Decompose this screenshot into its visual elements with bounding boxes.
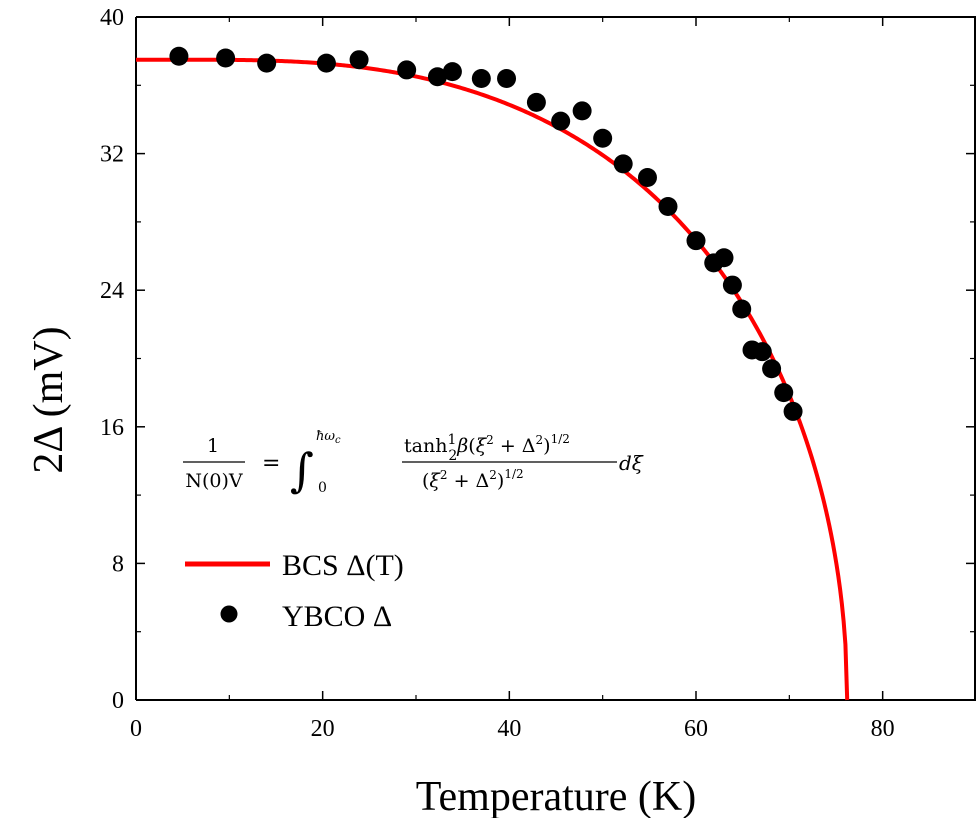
- eq-lhs-denominator: N(0)V: [185, 470, 243, 492]
- legend-line-label: BCS Δ(T): [282, 549, 404, 582]
- eq-lhs-numerator: 1: [207, 435, 219, 457]
- y-tick-label: 24: [100, 278, 124, 304]
- x-tick-label: 20: [311, 716, 335, 742]
- bcs-curve-line: [136, 57, 850, 701]
- ybco-data-point: [551, 111, 571, 131]
- eq-rhs-denominator: (ξ2 + Δ2)1/2: [422, 467, 524, 492]
- ybco-data-point: [471, 68, 491, 88]
- eq-lower-limit: 0: [318, 480, 327, 496]
- ybco-data-point: [658, 197, 678, 217]
- ybco-data-point: [169, 46, 189, 66]
- y-tick-label: 16: [100, 415, 124, 441]
- bcs-curve-layer: [136, 57, 850, 701]
- y-tick-label: 40: [100, 5, 124, 31]
- ybco-data-point: [774, 383, 794, 403]
- ybco-data-point: [686, 231, 706, 251]
- ybco-data-point: [752, 342, 772, 362]
- bcs-gap-equation: 1 N(0)V = ∫ ħωc 0 tanh1 2β(ξ2 + Δ2)1/2 (ξ…: [183, 429, 644, 497]
- ybco-data-point: [216, 48, 236, 68]
- legend-dot-label: YBCO Δ: [282, 600, 392, 633]
- x-tick-label: 0: [130, 716, 142, 742]
- ybco-data-point: [257, 53, 277, 73]
- data-points-layer: [169, 46, 803, 421]
- ybco-data-point: [397, 60, 417, 80]
- eq-equals: =: [262, 451, 280, 476]
- ybco-data-point: [427, 67, 447, 87]
- x-tick-label: 60: [684, 716, 708, 742]
- ybco-data-point: [714, 248, 734, 268]
- y-tick-label: 32: [100, 142, 124, 168]
- ybco-data-point: [783, 401, 803, 421]
- ybco-data-point: [613, 154, 633, 174]
- x-axis-title: Temperature (K): [416, 774, 696, 818]
- ybco-data-point: [637, 168, 657, 187]
- x-tick-label: 40: [497, 716, 521, 742]
- eq-upper-limit: ħωc: [316, 429, 341, 446]
- ybco-data-point: [762, 359, 782, 379]
- eq-integral-sign: ∫: [290, 443, 314, 497]
- y-axis-title: 2Δ (mV): [26, 326, 72, 473]
- eq-rhs-numerator: tanh1 2β(ξ2 + Δ2)1/2: [404, 432, 570, 464]
- eq-differential: dξ: [619, 451, 644, 475]
- ybco-data-point: [526, 92, 546, 112]
- legend: BCS Δ(T) YBCO Δ: [185, 549, 404, 633]
- ybco-data-point: [722, 275, 742, 295]
- ybco-data-point: [442, 62, 462, 82]
- ybco-data-point: [593, 128, 613, 148]
- ybco-data-point: [732, 299, 752, 319]
- ybco-data-point: [316, 53, 336, 73]
- ybco-data-point: [497, 68, 517, 88]
- ybco-data-point: [349, 50, 369, 70]
- x-tick-label: 80: [871, 716, 895, 742]
- legend-dot-swatch: [220, 605, 238, 623]
- axes: 0 20 40 60 80 0 8 16 24 32 40: [100, 5, 976, 742]
- y-tick-label: 0: [112, 688, 124, 714]
- ybco-data-point: [572, 101, 592, 121]
- y-tick-label: 8: [112, 551, 124, 577]
